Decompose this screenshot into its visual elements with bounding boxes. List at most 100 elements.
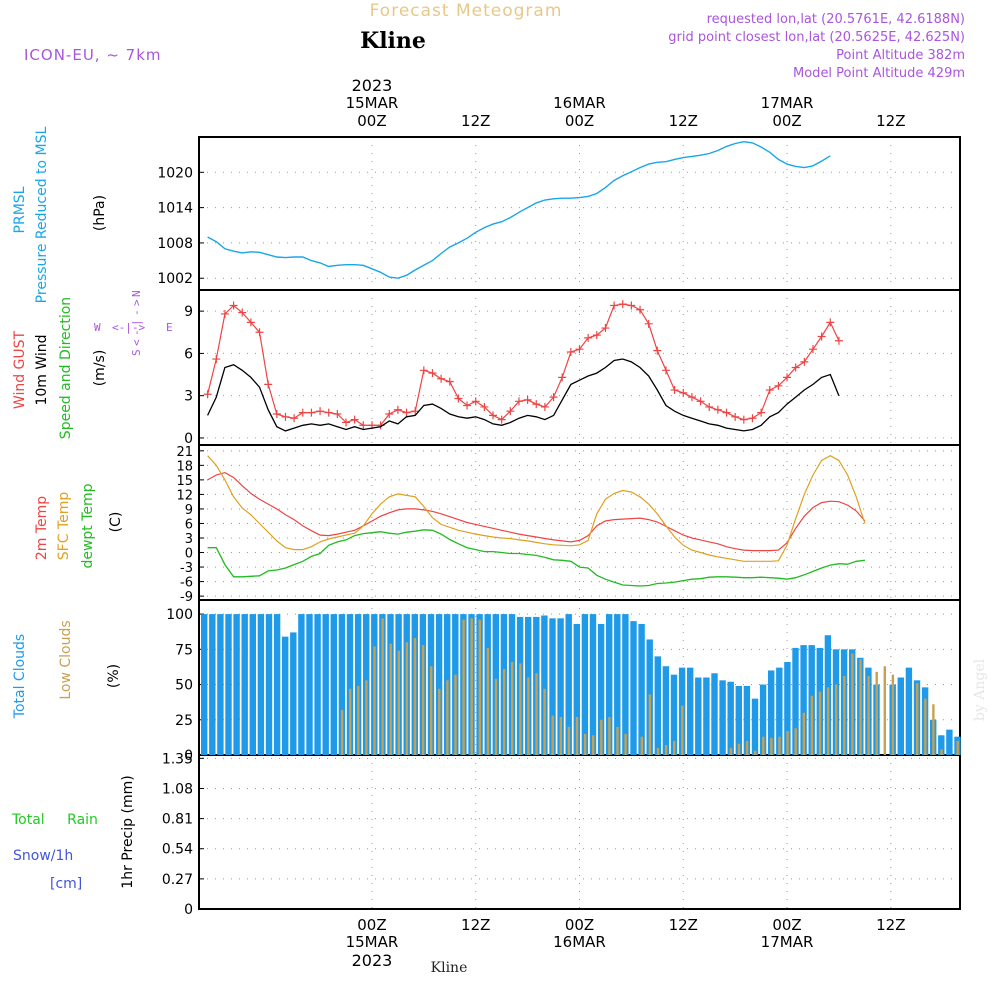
bottom-time-label: 00Z xyxy=(565,916,594,934)
gust-marker xyxy=(679,388,688,397)
footer-station: Kline xyxy=(431,960,468,976)
total-cloud-bar xyxy=(897,677,904,755)
total-cloud-bar xyxy=(614,614,621,755)
gust-marker xyxy=(661,366,670,375)
svg-text:E: E xyxy=(166,321,173,334)
gust-marker xyxy=(601,324,610,333)
label-pct: (%) xyxy=(106,664,122,688)
low-cloud-bar xyxy=(916,683,919,755)
bottom-time-label: 12Z xyxy=(461,916,490,934)
low-cloud-bar xyxy=(421,645,425,755)
total-cloud-bar xyxy=(735,685,742,755)
low-cloud-bar xyxy=(430,666,433,755)
gust-marker xyxy=(463,401,472,410)
top-time-label: 12Z xyxy=(461,112,490,130)
total-cloud-bar xyxy=(727,681,734,755)
compass-icon: N > - | - < S W <-|-> E xyxy=(94,290,173,356)
low-cloud-bar xyxy=(389,643,392,755)
gust-marker xyxy=(255,328,264,337)
low-cloud-bar xyxy=(373,646,376,755)
low-cloud-bar xyxy=(664,745,668,755)
total-cloud-bar xyxy=(800,645,807,755)
y-tick-label: 0.81 xyxy=(162,812,193,828)
total-cloud-bar xyxy=(743,685,751,755)
gust-marker xyxy=(653,346,662,355)
low-cloud-bar xyxy=(794,728,797,755)
gust-marker xyxy=(489,411,498,420)
total-cloud-bar xyxy=(703,677,710,755)
top-date-label: 17MAR xyxy=(761,94,814,112)
low-cloud-bar xyxy=(543,688,546,755)
top-time-label: 00Z xyxy=(565,112,594,130)
gust-marker xyxy=(575,345,584,354)
low-cloud-bar xyxy=(737,743,741,755)
y-tick-label: 9 xyxy=(184,304,193,320)
total-cloud-bar xyxy=(435,614,443,755)
bottom-time-label: 00Z xyxy=(772,916,801,934)
gust-marker xyxy=(220,309,229,318)
total-cloud-bar xyxy=(768,670,775,755)
low-cloud-bar xyxy=(446,680,449,755)
gust-marker xyxy=(584,333,593,342)
gust-marker xyxy=(558,373,567,382)
total-cloud-bar xyxy=(687,667,694,755)
label-dewpt: dewpt Temp xyxy=(80,483,96,568)
low-cloud-bar xyxy=(940,749,943,755)
gust-marker xyxy=(428,369,437,378)
low-cloud-bar xyxy=(349,688,352,755)
total-cloud-bar xyxy=(201,614,208,755)
gust-marker xyxy=(610,301,619,310)
top-date-label: 16MAR xyxy=(553,94,606,112)
label-cm: [cm] xyxy=(50,876,82,892)
total-cloud-bar xyxy=(670,674,678,755)
total-cloud-bar xyxy=(784,662,791,755)
y-tick-label: 9 xyxy=(185,503,193,518)
total-cloud-bar xyxy=(354,614,362,755)
low-cloud-bar xyxy=(859,659,862,755)
gust-marker xyxy=(212,355,221,364)
top-time-label: 12Z xyxy=(876,112,905,130)
gust-marker xyxy=(480,402,489,411)
total-cloud-bar xyxy=(549,618,556,755)
y-tick-label: -9 xyxy=(180,590,193,605)
model-label: ICON-EU, ~ 7km xyxy=(24,46,162,64)
low-cloud-bar xyxy=(891,674,895,755)
low-cloud-bar xyxy=(567,726,571,755)
gust-line xyxy=(207,303,840,426)
gust-marker xyxy=(298,408,307,417)
low-cloud-bar xyxy=(365,680,368,755)
y-tick-label: 1014 xyxy=(157,201,193,217)
low-cloud-bar xyxy=(867,676,870,755)
total-cloud-bar xyxy=(573,623,580,755)
low-cloud-bar xyxy=(551,715,554,755)
total-cloud-bar xyxy=(282,636,289,755)
total-cloud-bar xyxy=(330,614,337,755)
y-tick-label: 3 xyxy=(185,532,193,547)
gust-marker xyxy=(385,410,394,418)
low-cloud-bar xyxy=(608,716,611,755)
y-tick-label: 1002 xyxy=(157,271,193,287)
bottom-time-label: 00Z xyxy=(357,916,386,934)
model-altitude: Model Point Altitude 429m xyxy=(793,66,965,81)
pressure-line xyxy=(207,140,831,279)
svg-text:W: W xyxy=(94,321,101,334)
low-cloud-bar xyxy=(754,750,757,755)
low-cloud-bar xyxy=(511,662,514,755)
gust-marker xyxy=(791,363,800,372)
y-tick-label: -3 xyxy=(180,561,193,576)
label-low-clouds: Low Clouds xyxy=(58,620,74,699)
top-time-label: 12Z xyxy=(669,112,698,130)
gust-marker xyxy=(817,332,826,341)
label-pressure-msl: Pressure Reduced to MSL xyxy=(34,126,50,303)
label-wind-gust: Wind GUST xyxy=(12,330,28,409)
gust-marker xyxy=(324,408,333,417)
gust-marker xyxy=(471,397,480,406)
total-cloud-bar xyxy=(338,614,346,755)
low-cloud-bar xyxy=(405,642,409,755)
low-cloud-bar xyxy=(600,719,603,755)
y-tick-label: 1020 xyxy=(157,165,193,181)
low-cloud-bar xyxy=(932,704,935,755)
total-cloud-bar xyxy=(257,614,265,755)
gust-marker xyxy=(627,301,636,310)
total-cloud-bar xyxy=(630,621,637,755)
